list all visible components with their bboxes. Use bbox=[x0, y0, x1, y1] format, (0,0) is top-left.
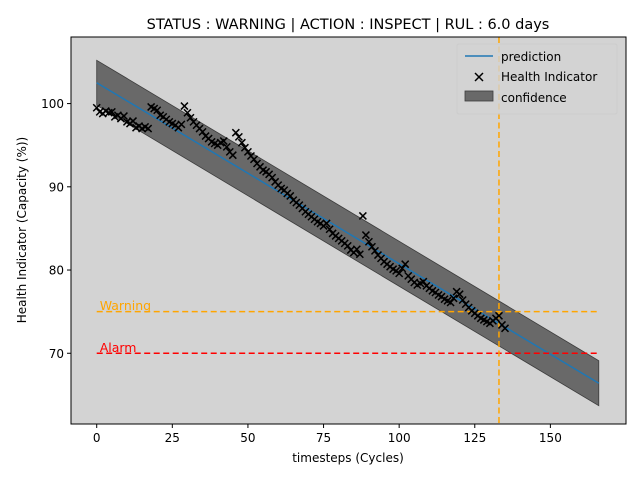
legend-prediction-label: prediction bbox=[501, 50, 561, 64]
health-indicator-point bbox=[370, 246, 379, 255]
health-indicator-point bbox=[494, 311, 504, 320]
x-tick-label: 25 bbox=[165, 431, 180, 445]
y-tick-label: 70 bbox=[49, 347, 64, 361]
health-indicator-point bbox=[364, 237, 373, 246]
health-indicator-point bbox=[343, 241, 352, 250]
health-indicator-point bbox=[180, 102, 189, 111]
x-tick-label: 75 bbox=[316, 431, 331, 445]
health-indicator-point bbox=[395, 269, 404, 278]
health-indicator-point bbox=[177, 120, 186, 129]
health-indicator-point bbox=[234, 132, 243, 141]
legend-confidence-swatch bbox=[464, 90, 494, 102]
legend: prediction Health Indicator confidence bbox=[456, 43, 618, 115]
legend-health-indicator-label: Health Indicator bbox=[501, 70, 597, 84]
y-tick-label: 80 bbox=[49, 264, 64, 278]
x-tick-label: 125 bbox=[463, 431, 486, 445]
y-tick-label: 100 bbox=[41, 97, 64, 111]
alarm-threshold-label: Alarm bbox=[100, 340, 137, 355]
health-indicator-point bbox=[455, 290, 464, 299]
health-indicator-point bbox=[198, 127, 207, 136]
health-indicator-layer bbox=[92, 102, 510, 333]
health-indicator-point bbox=[325, 225, 334, 234]
x-tick-label: 100 bbox=[388, 431, 411, 445]
health-indicator-point bbox=[449, 294, 458, 303]
prediction-layer bbox=[96, 82, 600, 384]
health-indicator-point bbox=[237, 138, 246, 147]
y-tick-label: 90 bbox=[49, 180, 64, 194]
x-axis-label: timesteps (Cycles) bbox=[292, 451, 404, 465]
health-indicator-point bbox=[398, 264, 407, 273]
health-indicator-point bbox=[268, 173, 277, 182]
health-indicator-point bbox=[249, 155, 259, 164]
health-indicator-point bbox=[361, 231, 370, 240]
health-indicator-point bbox=[231, 128, 240, 137]
legend-confidence-label: confidence bbox=[501, 91, 567, 105]
axes-frame bbox=[70, 36, 627, 425]
health-indicator-point bbox=[153, 106, 162, 115]
health-indicator-point bbox=[419, 277, 428, 286]
health-indicator-point bbox=[446, 298, 455, 307]
health-indicator-point bbox=[355, 250, 364, 259]
health-indicator-point bbox=[458, 295, 467, 305]
health-indicator-point bbox=[186, 113, 195, 122]
x-tick-label: 0 bbox=[93, 431, 101, 445]
y-axis-label: Health Indicator (Capacity (%)) bbox=[15, 137, 29, 323]
legend-box bbox=[456, 43, 618, 115]
x-tick-label: 50 bbox=[240, 431, 255, 445]
chart-title: STATUS : WARNING | ACTION : INSPECT | RU… bbox=[147, 17, 550, 33]
health-indicator-point bbox=[228, 151, 237, 160]
prediction-line bbox=[96, 82, 600, 384]
health-indicator-point bbox=[119, 112, 128, 121]
health-indicator-point bbox=[92, 103, 101, 112]
health-indicator-point bbox=[500, 324, 510, 333]
health-indicator-point bbox=[322, 219, 331, 228]
health-indicator-point bbox=[107, 107, 116, 116]
health-indicator-point bbox=[144, 124, 153, 133]
health-indicator-point bbox=[352, 245, 361, 254]
threshold-layer: Warning Alarm bbox=[96, 37, 599, 424]
health-indicator-point bbox=[401, 260, 410, 269]
health-indicator-point bbox=[222, 142, 231, 151]
legend-health-indicator-swatch bbox=[474, 72, 484, 82]
health-indicator-point bbox=[286, 191, 295, 200]
health-indicator-point bbox=[243, 147, 252, 156]
axes-layer: 0 25 50 75 100 125 150 70 80 90 100 bbox=[41, 36, 627, 445]
health-indicator-point bbox=[358, 211, 367, 220]
x-tick-label: 150 bbox=[539, 431, 562, 445]
health-indicator-point bbox=[367, 242, 376, 251]
health-indicator-point bbox=[219, 137, 228, 146]
warning-threshold-label: Warning bbox=[100, 298, 151, 313]
health-indicator-point bbox=[240, 143, 249, 152]
health-indicator-point bbox=[183, 108, 192, 117]
